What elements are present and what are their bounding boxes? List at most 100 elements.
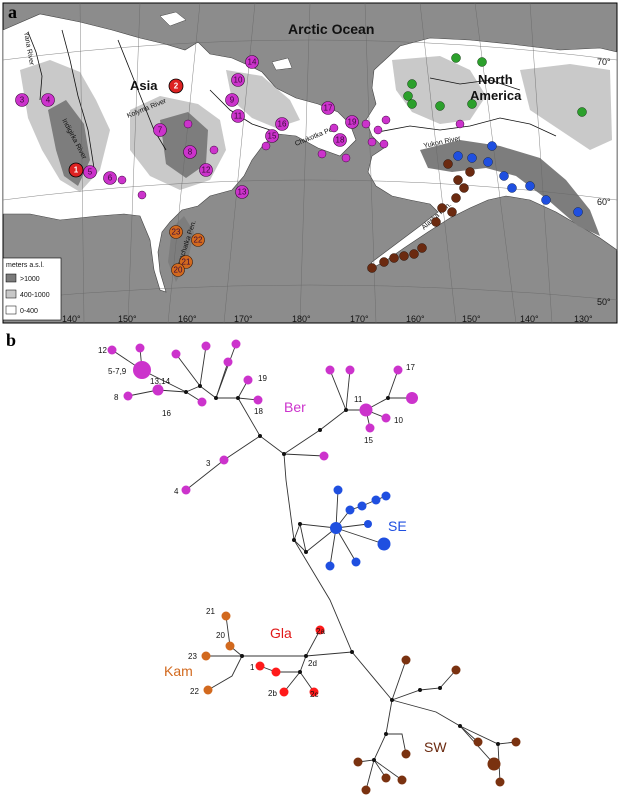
se-sites <box>453 141 583 217</box>
legend-item: >1000 <box>20 276 40 283</box>
haplotype-20 <box>225 641 235 651</box>
haplotype-8 <box>123 391 133 401</box>
site-19: 19 <box>345 115 359 129</box>
site-12: 12 <box>199 163 213 177</box>
haplotype-10 <box>381 413 391 423</box>
node-label: 3 <box>206 459 211 468</box>
ber-site-dot <box>379 139 389 149</box>
site-4: 4 <box>41 93 55 107</box>
se-site-dot <box>525 181 535 191</box>
na-site-dot <box>407 79 417 89</box>
haplotype-17 <box>393 365 403 375</box>
lat-tick: 60° <box>597 197 611 207</box>
sw-site-dot <box>367 263 377 273</box>
node-label: 5-7,9 <box>108 367 127 376</box>
node-label: 23 <box>188 652 197 661</box>
sw-site-dot <box>379 257 389 267</box>
se-site-dot <box>467 153 477 163</box>
north-america-label-2: America <box>470 88 522 103</box>
asia-label: Asia <box>130 78 158 93</box>
site-18: 18 <box>333 133 347 147</box>
svg-text:19: 19 <box>348 118 357 127</box>
sw-site-dot <box>443 159 453 169</box>
canada-highland <box>520 64 612 150</box>
haplotype-3 <box>219 455 229 465</box>
na-site-dot <box>577 107 587 117</box>
svg-text:5: 5 <box>88 168 93 177</box>
site-1: 1 <box>68 162 84 178</box>
panel-b-label: b <box>6 330 16 350</box>
ber-site-dot <box>361 119 371 129</box>
rivers <box>27 29 557 169</box>
haplotype-node <box>401 749 411 759</box>
network-node-labels: 12 5-7,9 13,14 8 16 19 18 3 4 11 17 10 1… <box>98 346 415 699</box>
svg-text:10: 10 <box>234 76 243 85</box>
haplotype-node <box>364 520 372 528</box>
node-label: 22 <box>190 687 199 696</box>
haplotype-node <box>406 392 418 404</box>
haplotype-18 <box>253 395 263 405</box>
haplotype-node <box>319 451 329 461</box>
haplotype-11 <box>359 403 373 417</box>
ber-site-dot <box>261 141 271 151</box>
network-edges <box>111 343 517 791</box>
se-site-dot <box>541 195 551 205</box>
ber-site-dot <box>367 137 377 147</box>
site-20: 20 <box>171 263 185 277</box>
haplotype-node <box>135 343 145 353</box>
haplotype-node <box>345 505 355 515</box>
haplotype-node <box>201 341 211 351</box>
node-label: 12 <box>98 346 107 355</box>
haplotype-2c <box>309 687 319 697</box>
haplotype-node <box>401 655 411 665</box>
group-label-kam: Kam <box>164 663 193 679</box>
sw-site-dot <box>465 167 475 177</box>
sw-haplotypes <box>353 655 521 795</box>
ber-small-sites <box>117 115 465 200</box>
na-site-dot <box>451 53 461 63</box>
site-15: 15 <box>265 129 279 143</box>
lat-tick: 70° <box>597 57 611 67</box>
site-3: 3 <box>15 93 29 107</box>
haplotype-node <box>511 737 521 747</box>
ber-site-dot <box>455 119 465 129</box>
lon-tick: 150° <box>118 314 137 324</box>
ber-site-dot <box>373 125 383 135</box>
gla-sites: 1 2 <box>68 78 184 178</box>
lon-tick: 170° <box>234 314 253 324</box>
haplotype-node <box>231 339 241 349</box>
island-1 <box>159 11 187 27</box>
haplotype-node <box>353 757 363 767</box>
ber-haplotypes <box>107 339 418 495</box>
na-north-sites <box>403 53 587 117</box>
node-label: 2c <box>310 690 318 699</box>
legend-swatch-high <box>5 273 17 283</box>
haplotype-4 <box>181 485 191 495</box>
site-22: 22 <box>191 233 205 247</box>
ber-site-dot <box>341 153 351 163</box>
yukon-river-line <box>377 117 557 137</box>
svg-text:13: 13 <box>238 188 247 197</box>
haplotype-19 <box>243 375 253 385</box>
svg-text:11: 11 <box>234 112 243 121</box>
group-label-ber: Ber <box>284 399 306 415</box>
haplotype-node <box>381 491 391 501</box>
haplotype-node <box>345 365 355 375</box>
site-6: 6 <box>103 171 117 185</box>
network-panel: b <box>6 330 521 795</box>
longitude-ticks: 140° 150° 160° 170° 180° 170° 160° 150° … <box>62 314 593 324</box>
sw-site-dot <box>447 207 457 217</box>
graticule <box>2 2 618 324</box>
svg-text:22: 22 <box>194 236 203 245</box>
haplotype-node <box>381 773 391 783</box>
site-11: 11 <box>231 109 245 123</box>
alaska-range <box>420 140 600 236</box>
na-site-dot <box>477 57 487 67</box>
sw-site-dot <box>417 243 427 253</box>
indigirka-river-line <box>61 29 95 169</box>
site-10: 10 <box>231 73 245 87</box>
ber-sites: 3 4 5 6 7 8 9 10 11 12 13 14 15 16 17 18… <box>15 55 359 199</box>
island-2 <box>271 57 293 71</box>
haplotype-node <box>223 357 233 367</box>
